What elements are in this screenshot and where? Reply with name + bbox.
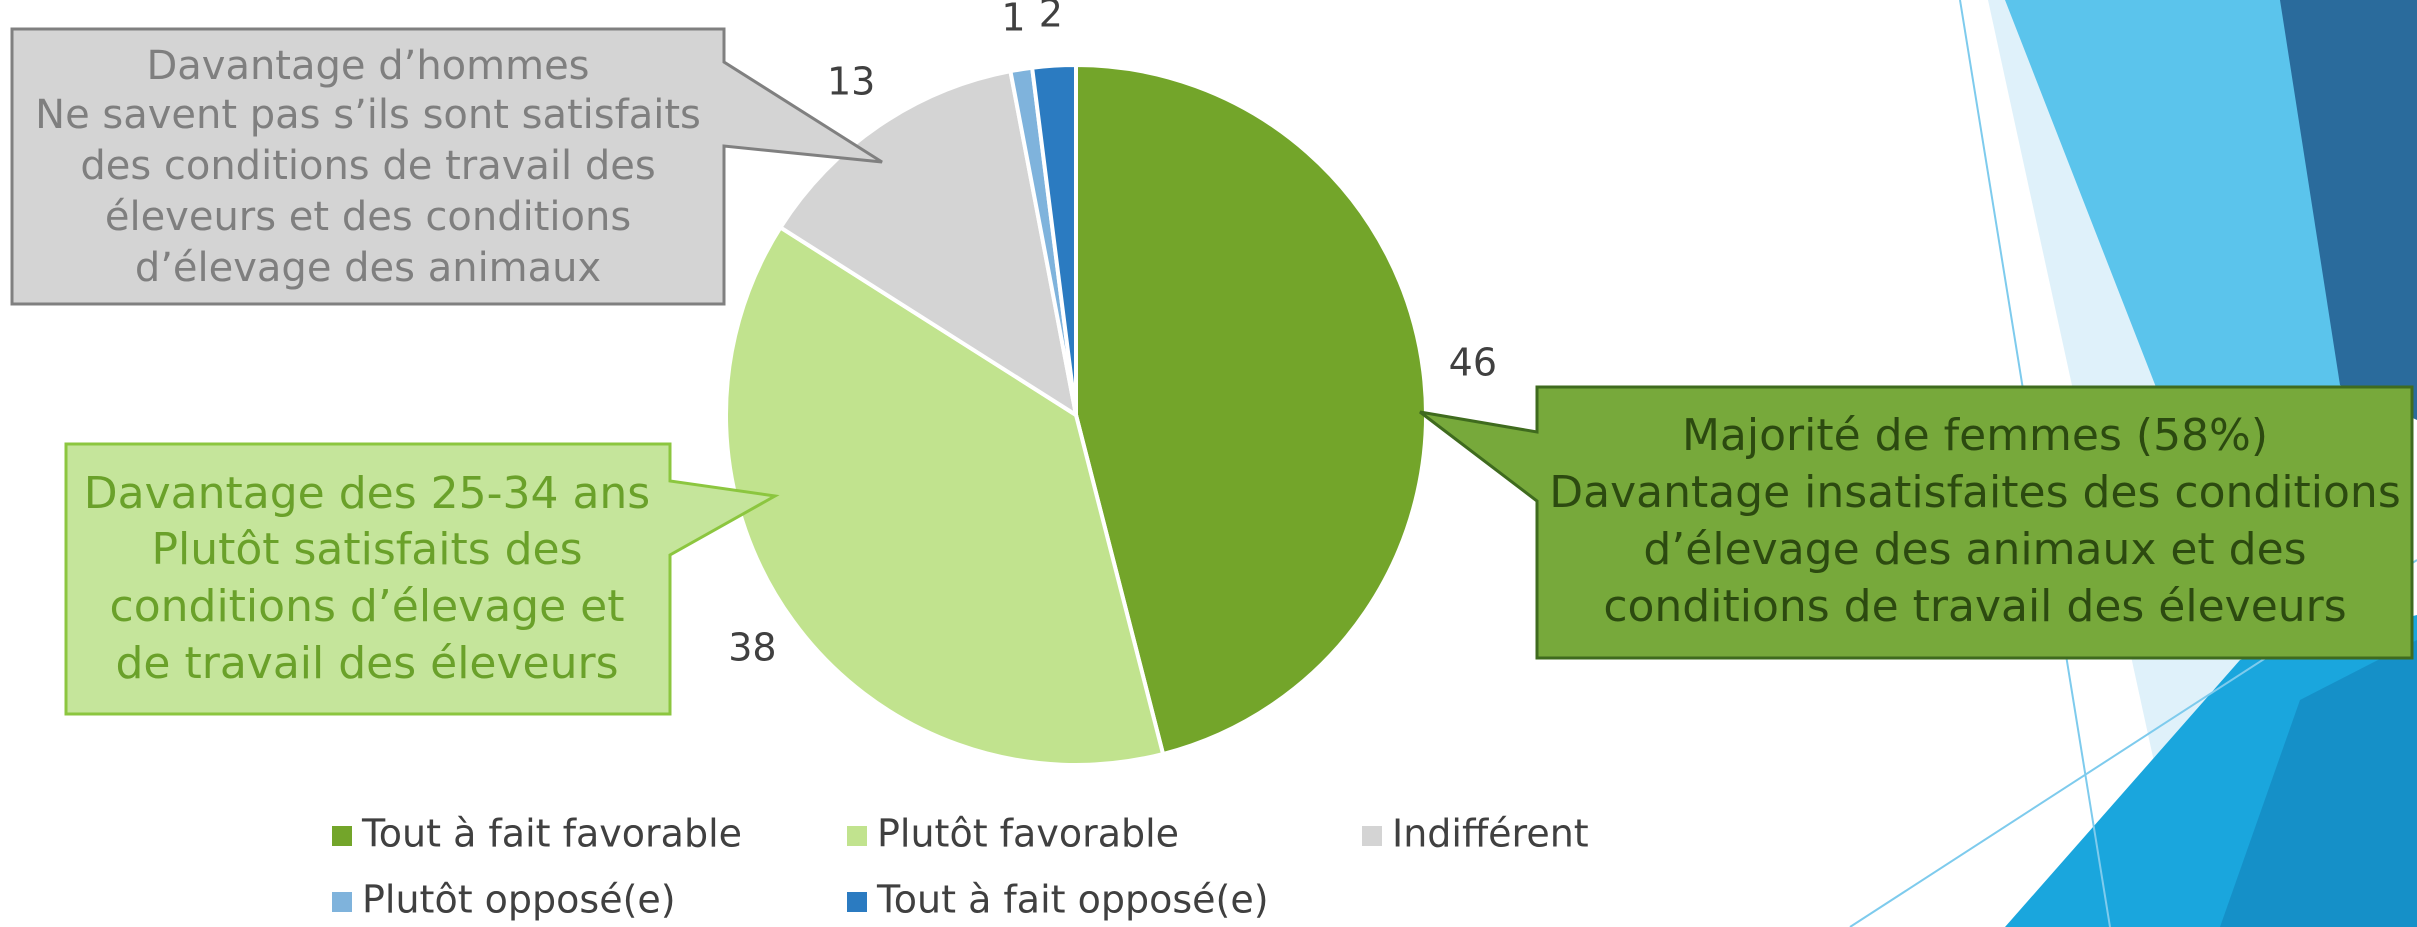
decor-shape — [2280, 0, 2417, 420]
data-label: 1 — [1001, 0, 1025, 39]
pie-slice — [724, 224, 1166, 767]
legend-label: Tout à fait favorable — [361, 812, 742, 856]
annotation-line: des conditions de travail des — [80, 143, 655, 189]
annotation-line: éleveurs et des conditions — [105, 194, 631, 240]
pie-slice — [1074, 62, 1428, 757]
data-label: 46 — [1449, 340, 1497, 384]
annotation-line: de travail des éleveurs — [115, 638, 618, 689]
data-label: 13 — [827, 60, 875, 104]
annotation-line: conditions d’élevage et — [110, 581, 625, 632]
decor-shape — [2220, 640, 2417, 927]
annotation-line: Ne savent pas s’ils sont satisfaits — [35, 92, 701, 138]
legend: Tout à fait favorable Plutôt favorable Ind… — [332, 812, 1589, 922]
legend-label: Plutôt favorable — [877, 812, 1179, 856]
legend-swatch — [847, 892, 867, 912]
legend-label: Plutôt opposé(e) — [362, 878, 676, 922]
callout-box — [10, 27, 883, 306]
annotation-line: d’élevage des animaux — [135, 245, 601, 291]
callout-box — [1419, 385, 2414, 660]
legend-swatch — [847, 826, 867, 846]
legend-swatch — [1362, 826, 1382, 846]
data-label: 2 — [1039, 0, 1063, 35]
data-label: 38 — [728, 626, 776, 670]
pie-slice — [1029, 62, 1078, 416]
pie: 46 38 13 1 2 — [724, 0, 1497, 767]
legend-label: Indifférent — [1392, 812, 1589, 856]
legend-swatch — [332, 892, 352, 912]
annotation-line: Davantage insatisfaites des conditions — [1549, 467, 2401, 518]
annotation-line: Davantage des 25-34 ans — [84, 468, 650, 519]
annotation-line: Majorité de femmes (58%) — [1682, 410, 2268, 461]
legend-label: Tout à fait opposé(e) — [876, 878, 1269, 922]
callout-box — [64, 442, 780, 716]
annotation-line: Davantage d’hommes — [146, 43, 589, 89]
annotation-line: Plutôt satisfaits des — [151, 524, 582, 575]
legend-swatch — [332, 826, 352, 846]
annotation-line: conditions de travail des éleveurs — [1603, 581, 2346, 632]
annotation-line: d’élevage des animaux et des — [1643, 524, 2306, 575]
